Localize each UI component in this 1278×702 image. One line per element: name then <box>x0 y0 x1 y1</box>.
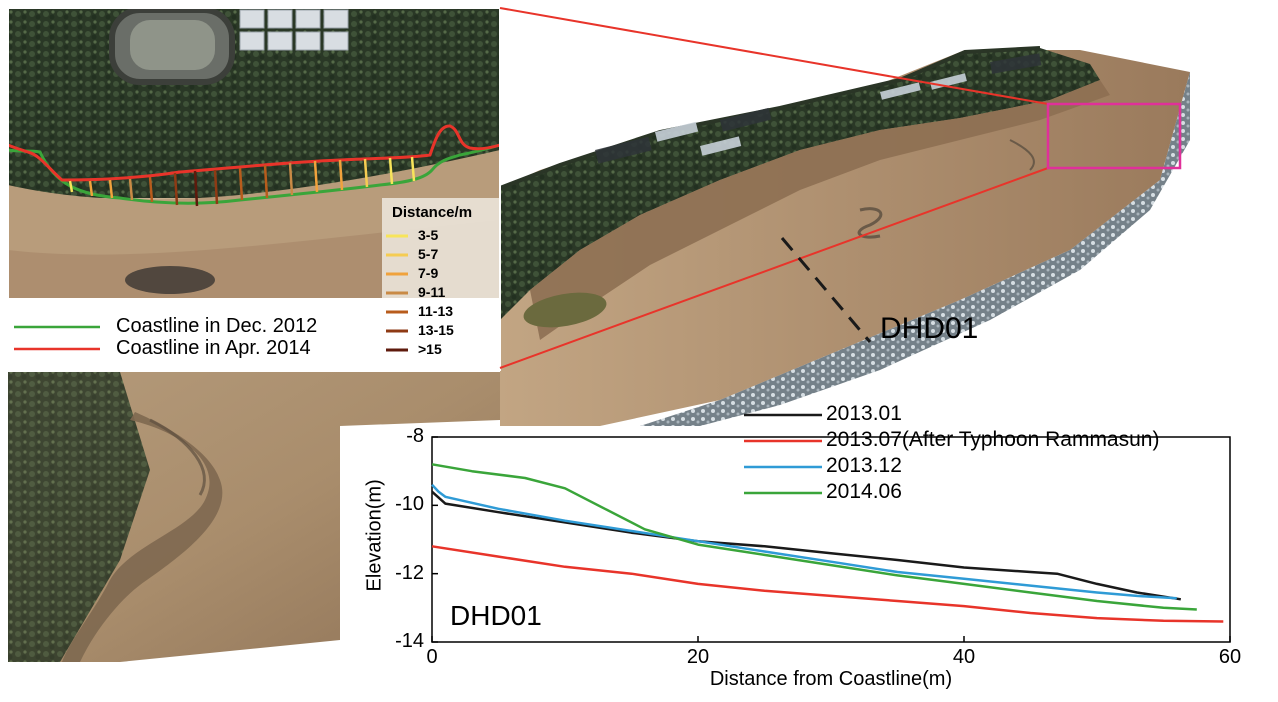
distance-legend-label: 7-9 <box>418 265 439 281</box>
series-line <box>431 483 1177 600</box>
series-line <box>431 463 1197 611</box>
y-tick-label: -12 <box>395 561 424 584</box>
x-tick-label: 20 <box>686 646 710 668</box>
aerial-scene <box>8 46 1190 662</box>
panel-label: DHD01 <box>450 600 542 631</box>
distance-legend-title: Distance/m <box>392 204 473 221</box>
x-tick-label: 0 <box>426 646 438 668</box>
distance-legend-label: 3-5 <box>418 227 439 243</box>
inset-map <box>7 7 501 371</box>
distance-legend-label: 5-7 <box>418 246 439 262</box>
distance-legend-label: 9-11 <box>418 284 446 300</box>
chart-series <box>431 463 1224 623</box>
y-tick-label: -8 <box>406 425 424 447</box>
legend-label: 2013.01 <box>826 402 902 425</box>
zoom-connector-bottom <box>499 167 1049 369</box>
series-line <box>431 490 1181 601</box>
distance-legend-label: 11-13 <box>418 303 454 319</box>
coastline-legend-label: Coastline in Apr. 2014 <box>116 337 311 359</box>
legend-label: 2013.07(After Typhoon Rammasun) <box>826 428 1160 451</box>
x-axis-label: Distance from Coastline(m) <box>709 668 953 690</box>
coastline-legend-label: Coastline in Dec. 2012 <box>116 315 318 337</box>
distance-legend-label: >15 <box>418 341 442 357</box>
x-tick-label: 60 <box>1218 646 1242 668</box>
zoom-connector-top <box>499 7 1049 105</box>
legend-label: 2013.12 <box>826 454 902 477</box>
chart-axes <box>431 436 1231 643</box>
distance-segments <box>68 156 416 207</box>
y-tick-label: -14 <box>395 630 424 652</box>
series-line <box>431 545 1224 623</box>
highlight-box <box>1046 102 1182 170</box>
y-axis-label: Elevation(m) <box>363 479 386 592</box>
plot-frame <box>431 436 1231 643</box>
x-tick-label: 40 <box>952 646 976 668</box>
legend-label: 2014.06 <box>826 480 902 503</box>
profile-line-DHD01 <box>780 237 872 343</box>
coastline-2014-line <box>7 124 501 182</box>
distance-legend-label: 13-15 <box>418 322 454 338</box>
inset-legend-swatches <box>14 234 408 352</box>
y-tick-label: -10 <box>395 493 424 516</box>
chart-panel <box>340 426 1278 702</box>
chart-legend-swatches <box>744 413 822 495</box>
profile-label: DHD01 <box>880 312 979 345</box>
